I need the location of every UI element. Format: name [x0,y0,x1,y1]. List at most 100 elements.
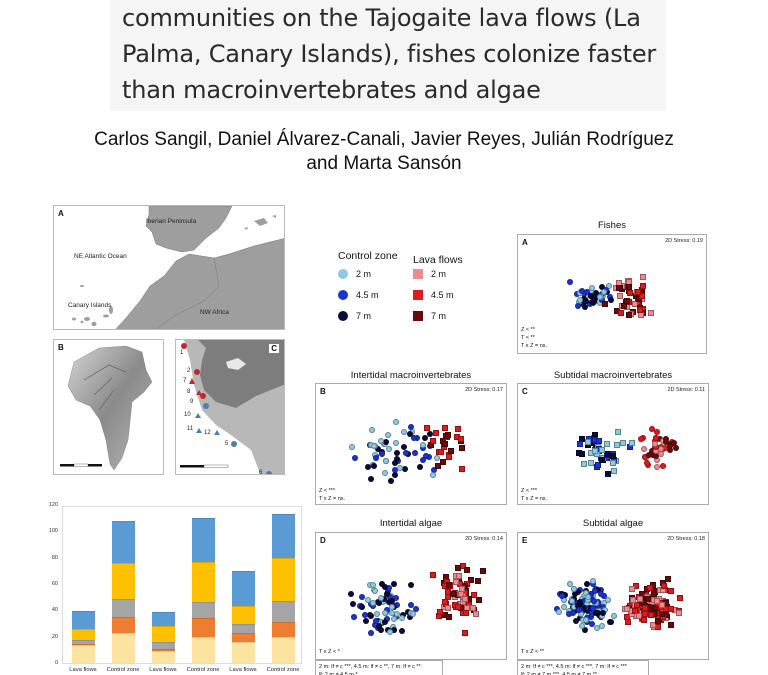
data-point [458,445,465,452]
data-point [615,429,622,436]
data-point [381,610,388,617]
stacked-bar [111,520,135,663]
nmds-panel-intertidal-macroinvertebrates: B 2D Stress: 0.17 Z < *** T x Z = ns. [315,383,507,505]
data-point [408,424,415,431]
data-point [480,567,487,574]
data-point [423,425,430,432]
map-a-letter: A [58,209,64,218]
data-point [660,583,667,590]
data-point [375,623,382,630]
data-point [560,603,567,610]
data-point [422,435,429,442]
x-category-label: Lava flows [149,667,177,673]
data-point [462,595,469,602]
data-point [595,462,602,468]
nmds-panel-subtidal-algae: E 2D Stress: 0.18 T x Z < ** [517,532,709,660]
stress-value: 2D Stress: 0.11 [667,387,706,393]
data-point [664,576,671,583]
data-point [378,594,385,601]
sig-line: Z < *** [319,488,336,494]
data-point [388,597,395,604]
label-iberian-peninsula: Iberian Peninsula [146,218,197,225]
data-point [663,605,670,612]
data-point [459,465,466,472]
data-point [654,597,661,604]
data-point [630,597,637,604]
data-point [411,434,418,441]
label-nw-africa: NW Africa [200,309,229,316]
data-point [582,297,589,304]
data-point [358,593,365,600]
panel-letter: E [522,536,528,545]
bar-segment-segment-3 [71,639,95,644]
site-label-5: 5 [225,441,229,447]
bar-segment-segment-1 [71,644,95,663]
bar-segment-segment-2 [71,643,95,645]
data-point [437,448,444,455]
data-point [640,616,647,623]
bar-segment-segment-4 [71,629,95,640]
data-point [604,597,611,604]
data-point [430,571,437,578]
data-point [635,612,642,619]
data-point [577,297,584,304]
data-point [658,451,665,458]
map-panel-a: A Iberian Peninsula NE Atlantic Ocean Ca… [53,205,285,330]
panel-letter: C [522,387,528,396]
data-point [641,611,648,618]
title-line-2: Palma, Canary Islands), fishes colonize … [122,40,657,68]
data-point [364,597,371,604]
stacked-bar [231,570,255,663]
title-line-1: communities on the Tajogaite lava flows … [122,4,641,32]
footnote-line: 2 m: lf ≠ c ***, 4.5 m: lf ≠ c ***, 7 m:… [521,664,627,670]
data-point [624,298,631,305]
panel-letter: A [522,238,528,247]
data-point [460,562,467,569]
data-point [582,303,589,310]
data-point [358,603,365,610]
site-label-1: 1 [180,350,184,356]
data-point [649,621,656,628]
data-point [590,578,597,585]
data-point [620,303,627,310]
site-label-7: 7 [183,378,187,384]
data-point [470,591,477,598]
bar-plot-area: Lava flows Control zone Lava flows Control … [62,506,302,673]
legend-label: 4.5 m [356,290,379,300]
map-b-letter: B [58,343,64,352]
data-point [434,455,441,462]
circle-marker-icon [338,311,348,321]
data-point [461,583,468,589]
circle-marker-icon [338,290,348,300]
x-category-label: Lava flows [69,667,97,673]
data-point [467,576,474,583]
data-point [370,599,377,606]
data-point [371,443,378,450]
data-point [396,465,403,472]
legend-lava-header: Lava flows [413,254,463,266]
data-point [350,601,357,608]
panel-d-footnote: 2 m: lf ≠ c ***, 4.5 m: lf ≠ c **, 7 m: … [315,660,443,675]
data-point [655,623,662,630]
map-panel-b: B [53,339,164,475]
data-point [636,296,642,303]
data-point [446,453,453,460]
data-point [419,441,426,448]
data-point [392,418,399,425]
data-point [458,591,465,598]
sig-line: T x Z = ns. [521,496,548,502]
data-point [473,610,480,617]
data-point [604,470,611,477]
bar-segment-segment-4 [151,626,175,642]
data-point [426,431,433,438]
data-point [610,467,617,474]
data-point [660,462,667,469]
data-point [588,298,595,305]
data-point [646,451,653,458]
data-point [638,312,645,319]
stacked-bar [271,514,295,663]
data-point [364,463,371,470]
nmds-panel-intertidal-algae: D 2D Stress: 0.14 T x Z < * [315,532,507,660]
data-point [639,292,646,299]
data-point [403,450,410,457]
